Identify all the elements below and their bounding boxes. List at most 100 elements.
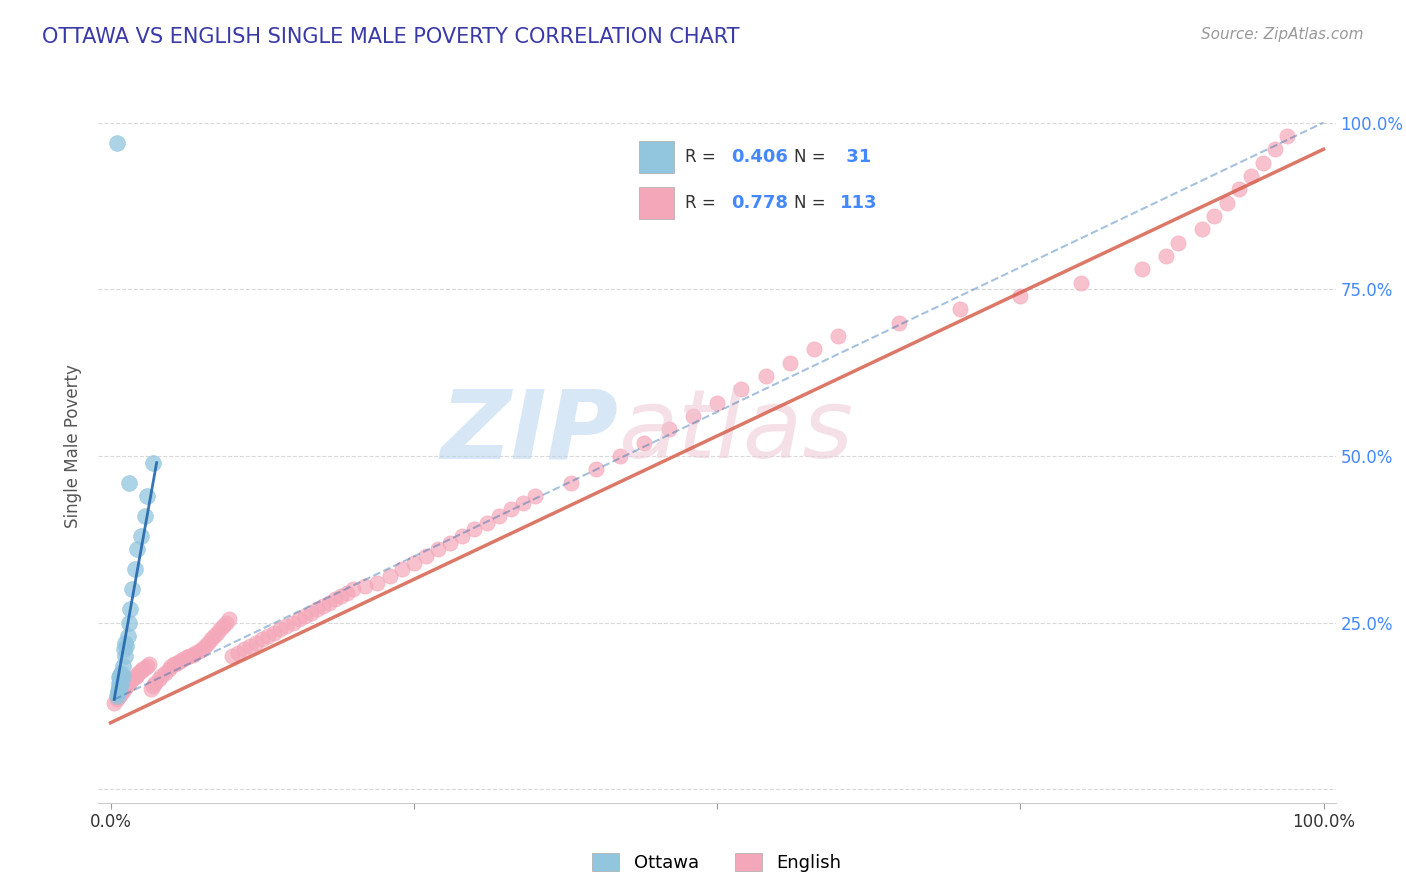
Point [112, 642, 135, 657]
Text: ZIP: ZIP [440, 385, 619, 478]
Point [463, 522, 485, 536]
Point [250, 632, 273, 647]
Point [110, 677, 132, 691]
Point [118, 615, 141, 630]
Point [129, 664, 152, 678]
Point [657, 422, 679, 436]
Text: R =: R = [685, 148, 721, 166]
Point [121, 673, 143, 687]
Point [107, 686, 129, 700]
Point [110, 673, 132, 687]
Point [294, 609, 316, 624]
Point [142, 456, 165, 470]
Point [110, 688, 132, 702]
Point [184, 646, 207, 660]
Point [176, 650, 198, 665]
Point [166, 656, 188, 670]
Point [111, 683, 134, 698]
Text: N =: N = [794, 148, 831, 166]
Point [105, 136, 128, 150]
Point [499, 502, 522, 516]
Text: OTTAWA VS ENGLISH SINGLE MALE POVERTY CORRELATION CHART: OTTAWA VS ENGLISH SINGLE MALE POVERTY CO… [42, 27, 740, 46]
Point [1154, 249, 1177, 263]
Point [107, 683, 129, 698]
FancyBboxPatch shape [638, 141, 673, 173]
Point [803, 343, 825, 357]
Point [108, 681, 131, 695]
Point [181, 648, 204, 662]
Point [1010, 289, 1032, 303]
Point [887, 316, 910, 330]
Point [342, 582, 364, 597]
Point [136, 659, 159, 673]
Point [415, 549, 437, 563]
Point [110, 665, 132, 680]
Point [114, 649, 136, 664]
Point [215, 615, 238, 630]
Point [118, 674, 141, 689]
Point [488, 509, 510, 524]
Point [172, 652, 194, 666]
Point [114, 681, 136, 695]
Text: 0.406: 0.406 [731, 148, 787, 166]
Point [287, 612, 309, 626]
Point [439, 535, 461, 549]
Point [139, 682, 162, 697]
Text: atlas: atlas [619, 385, 853, 478]
Point [221, 649, 243, 664]
Point [706, 395, 728, 409]
Point [366, 575, 388, 590]
Point [226, 646, 249, 660]
Point [257, 629, 280, 643]
Point [391, 562, 413, 576]
Point [475, 516, 498, 530]
Point [1191, 222, 1213, 236]
Text: 0.778: 0.778 [731, 194, 789, 212]
Point [402, 556, 425, 570]
Point [560, 475, 582, 490]
Point [134, 509, 156, 524]
Point [134, 661, 156, 675]
Point [1227, 182, 1250, 196]
Point [1167, 235, 1189, 250]
Point [169, 654, 191, 668]
Point [1240, 169, 1263, 183]
Point [115, 679, 138, 693]
Point [305, 602, 328, 616]
Point [281, 615, 304, 630]
Point [585, 462, 607, 476]
Point [127, 542, 149, 557]
Point [136, 489, 159, 503]
Point [197, 636, 219, 650]
Text: R =: R = [685, 194, 721, 212]
Point [188, 644, 211, 658]
Text: Source: ZipAtlas.com: Source: ZipAtlas.com [1201, 27, 1364, 42]
Point [118, 475, 141, 490]
Point [609, 449, 631, 463]
Point [138, 657, 160, 671]
Point [110, 679, 132, 693]
Text: 113: 113 [839, 194, 877, 212]
Point [179, 649, 201, 664]
Y-axis label: Single Male Poverty: Single Male Poverty [65, 364, 83, 528]
Point [162, 657, 184, 671]
Point [105, 689, 128, 703]
Point [124, 670, 146, 684]
Point [949, 302, 972, 317]
Point [190, 642, 212, 657]
Point [233, 642, 256, 657]
Point [118, 677, 141, 691]
Point [354, 579, 377, 593]
Point [105, 692, 128, 706]
Point [202, 629, 225, 643]
Point [131, 662, 153, 676]
Point [730, 382, 752, 396]
Point [269, 623, 291, 637]
Point [323, 592, 346, 607]
Point [218, 612, 240, 626]
Point [108, 689, 131, 703]
FancyBboxPatch shape [638, 187, 673, 219]
Point [779, 356, 801, 370]
Point [111, 669, 134, 683]
Point [110, 667, 132, 681]
